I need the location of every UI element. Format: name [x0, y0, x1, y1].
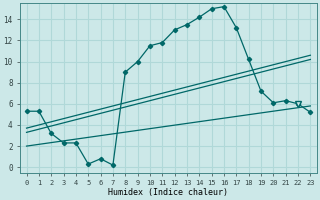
X-axis label: Humidex (Indice chaleur): Humidex (Indice chaleur)	[108, 188, 228, 197]
